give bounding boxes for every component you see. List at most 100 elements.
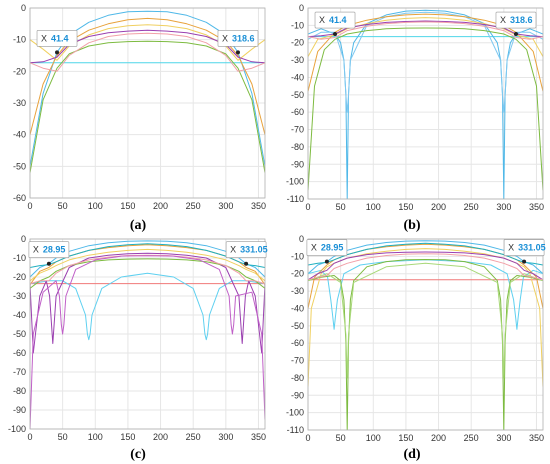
datatip-box [225, 241, 267, 258]
y-tick-label: -60 [13, 193, 26, 203]
datatip-marker [333, 32, 338, 37]
y-tick-label: -20 [13, 272, 26, 282]
series-line-5 [30, 40, 265, 173]
datatip-x-prefix: X [222, 33, 228, 43]
y-tick-label: -50 [13, 161, 26, 171]
chart-panel-c: 0 50 100 150 200 250 300 350 0 -10 -20 -30 -40 -50 -60… [8, 234, 268, 462]
datatip-box [306, 239, 348, 256]
x-tick-label: 0 [27, 432, 32, 442]
y-tick-label: 0 [21, 234, 26, 244]
x-tick-label: 0 [27, 201, 32, 211]
x-tick-label: 150 [120, 201, 135, 211]
datatip-x-prefix: X [319, 15, 325, 25]
y-tick-label: -30 [13, 98, 26, 108]
plot-series-group [308, 240, 543, 430]
x-tick-label: 250 [186, 432, 201, 442]
datatip-x-prefix: X [230, 245, 236, 255]
axes-frame [29, 238, 266, 430]
y-tick-label: -90 [291, 390, 304, 400]
datatip-x-value: 41.4 [51, 33, 69, 43]
x-tick-label: 300 [218, 432, 233, 442]
datatip-marker [235, 50, 240, 55]
y-tick-label: -40 [13, 310, 26, 320]
datatip-box [314, 11, 356, 29]
series-line-6 [30, 258, 265, 289]
axes-frame [29, 7, 266, 199]
datatip-x-prefix: X [41, 33, 47, 43]
x-tick-label: 300 [496, 433, 511, 443]
y-tick-label: 0 [299, 234, 304, 244]
datatip-marker [46, 261, 51, 266]
series-line-6 [308, 27, 543, 191]
datatip-marker [513, 32, 518, 37]
panel-label: (a) [130, 218, 147, 233]
series-line-4 [308, 248, 543, 387]
x-tick-label: 350 [251, 201, 266, 211]
y-tick-label: -100 [286, 408, 304, 418]
y-tick-label: -20 [13, 66, 26, 76]
datatip-marker [522, 259, 527, 264]
axes-frame [307, 7, 544, 200]
y-tick-label: -10 [291, 20, 304, 30]
x-tick-label: 50 [336, 202, 346, 212]
datatip-x-value: 28.95 [321, 243, 344, 253]
axes-frame [307, 238, 544, 431]
x-tick-label: 150 [398, 202, 413, 212]
y-tick-label: -40 [291, 72, 304, 82]
y-tick-label: -110 [287, 425, 304, 435]
y-tick-label: -100 [8, 424, 26, 434]
series-line-8 [30, 255, 265, 429]
y-tick-label: -20 [291, 269, 304, 279]
x-tick-label: 200 [431, 202, 446, 212]
series-line-4 [308, 17, 543, 57]
datatip-x-value: 318.6 [232, 33, 255, 43]
y-tick-label: -90 [13, 405, 26, 415]
series-line-3 [30, 244, 265, 285]
datatip-x-value: 318.6 [510, 15, 533, 25]
y-tick-label: -60 [13, 348, 26, 358]
x-tick-label: 200 [153, 432, 168, 442]
y-tick-label: -20 [291, 38, 304, 48]
x-tick-label: 100 [88, 201, 103, 211]
x-tick-label: 350 [251, 432, 266, 442]
series-line-7 [308, 262, 543, 379]
chart-panel-a: 0 50 100 150 200 250 300 350 0 -10 -20 -30 -40 -50 -60… [13, 3, 266, 233]
plot-series-group [308, 9, 543, 199]
y-tick-label: -30 [291, 286, 304, 296]
series-line-4 [30, 29, 265, 64]
series-line-1 [30, 240, 265, 278]
y-tick-label: -70 [291, 356, 304, 366]
series-line-3 [30, 24, 265, 61]
y-tick-label: -10 [291, 251, 304, 261]
x-tick-label: 100 [88, 432, 103, 442]
series-line-9 [308, 242, 543, 266]
y-tick-label: -50 [13, 329, 26, 339]
x-tick-label: 150 [120, 432, 135, 442]
datatip-x-value: 28.95 [43, 245, 66, 255]
x-tick-label: 100 [366, 202, 381, 212]
y-tick-label: -60 [291, 107, 304, 117]
series-line-5 [308, 251, 543, 281]
y-tick-label: -10 [13, 253, 26, 263]
x-tick-label: 150 [398, 433, 413, 443]
y-tick-label: -70 [291, 125, 304, 135]
x-tick-label: 50 [58, 201, 68, 211]
y-tick-label: -80 [13, 386, 26, 396]
plot-series-group [30, 10, 265, 173]
series-line-7 [30, 254, 265, 285]
datatip-x-value: 41.4 [329, 15, 347, 25]
y-tick-label: -30 [13, 291, 26, 301]
series-line-4 [30, 248, 265, 282]
y-tick-label: -50 [291, 90, 304, 100]
x-tick-label: 350 [529, 433, 544, 443]
datatip-x-value: 331.05 [518, 243, 546, 253]
x-tick-label: 200 [153, 201, 168, 211]
series-line-6 [30, 32, 265, 72]
series-line-5 [308, 20, 543, 38]
datatip-box [36, 30, 78, 47]
x-tick-label: 50 [336, 433, 346, 443]
x-tick-label: 100 [366, 433, 381, 443]
series-line-9 [30, 243, 265, 268]
x-tick-label: 0 [305, 202, 310, 212]
